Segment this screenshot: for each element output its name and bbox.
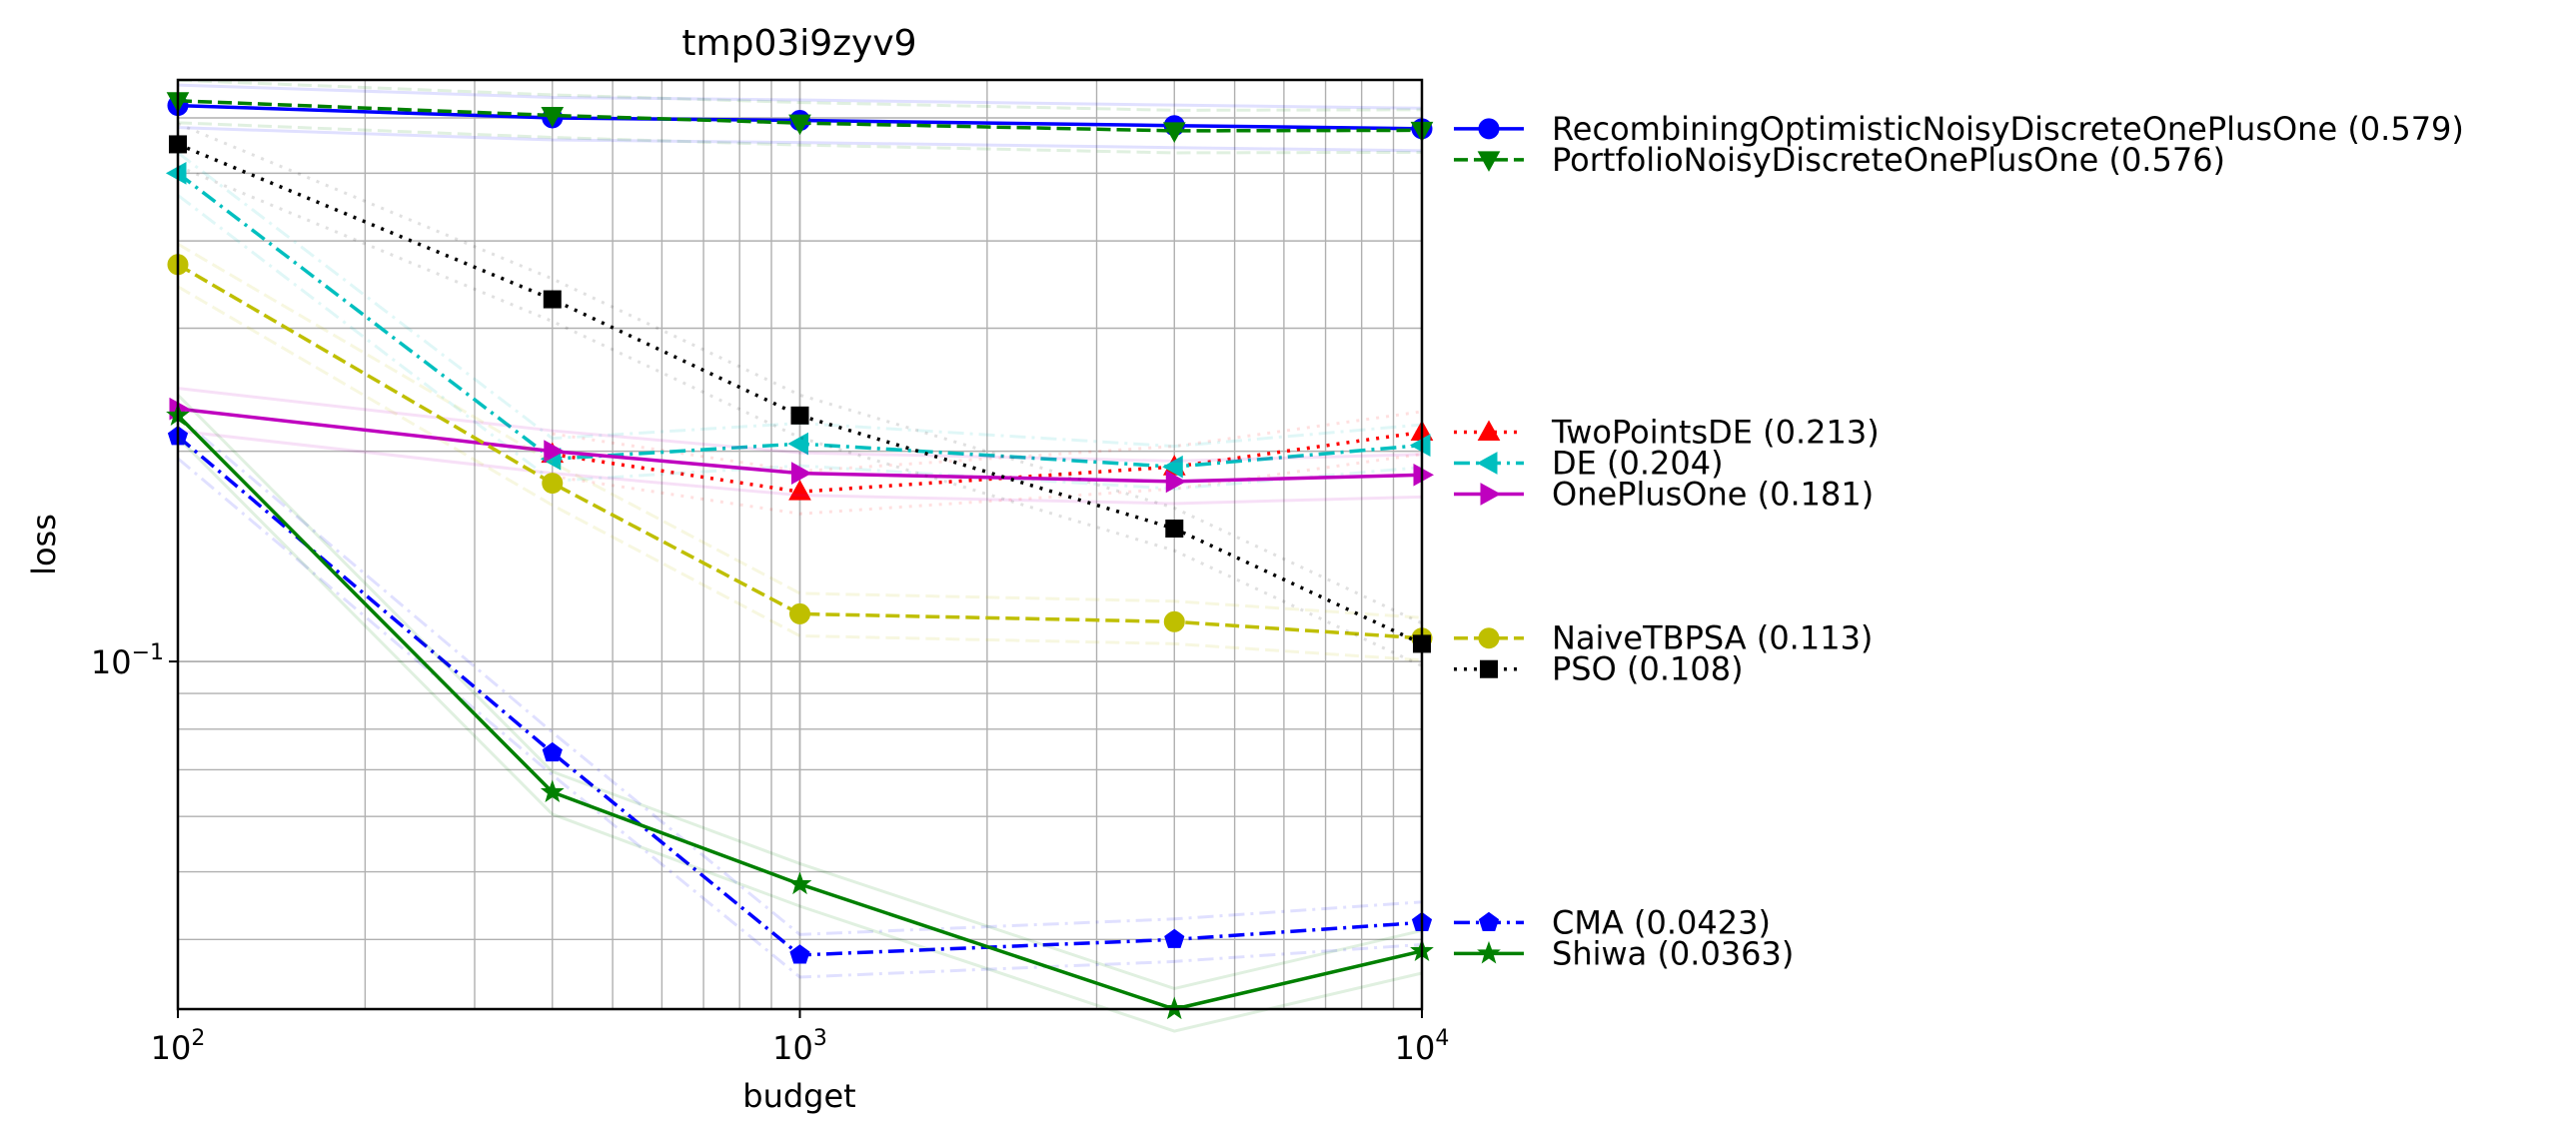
legend-label: Shiwa (0.0363) bbox=[1552, 934, 1794, 972]
series-band-line bbox=[177, 415, 1423, 936]
grid bbox=[177, 80, 1423, 1009]
x-tick-exponent: 2 bbox=[191, 1026, 205, 1051]
y-axis-label: loss bbox=[25, 514, 63, 575]
legend-label: NaiveTBPSA (0.113) bbox=[1552, 619, 1873, 657]
data-point bbox=[789, 602, 810, 624]
data-point bbox=[1413, 463, 1435, 487]
legend-label: PortfolioNoisyDiscreteOnePlusOne (0.576) bbox=[1552, 141, 2225, 179]
legend-marker bbox=[1477, 940, 1501, 964]
data-point bbox=[540, 779, 565, 803]
legend-marker bbox=[1478, 627, 1500, 649]
x-tick-exponent: 3 bbox=[813, 1026, 827, 1051]
legend-marker bbox=[1480, 659, 1498, 678]
data-point bbox=[1163, 610, 1185, 632]
series-group bbox=[167, 415, 1433, 979]
series-band-line bbox=[177, 457, 1423, 979]
series-band-line bbox=[177, 83, 1423, 110]
x-tick-label: 103 bbox=[772, 1026, 827, 1067]
legend: RecombiningOptimisticNoisyDiscreteOnePlu… bbox=[1454, 110, 2464, 972]
data-point bbox=[543, 290, 562, 309]
data-point bbox=[790, 406, 809, 425]
series-band-line bbox=[176, 394, 1423, 991]
data-point bbox=[788, 114, 811, 136]
data-point bbox=[1165, 470, 1187, 494]
legend-marker bbox=[1478, 118, 1500, 140]
y-tick-label: 10−1 bbox=[91, 640, 164, 681]
legend-item: PSO (0.108) bbox=[1454, 650, 1744, 688]
series-group bbox=[169, 122, 1431, 667]
legend-marker bbox=[1480, 483, 1502, 506]
legend-marker bbox=[1476, 452, 1498, 475]
data-point bbox=[542, 741, 563, 762]
data-point bbox=[542, 473, 564, 495]
legend-item: CMA (0.0423) bbox=[1454, 903, 1771, 941]
x-axis-label: budget bbox=[742, 1077, 855, 1115]
legend-label: RecombiningOptimisticNoisyDiscreteOnePlu… bbox=[1552, 110, 2464, 148]
data-point bbox=[1162, 122, 1186, 143]
x-tick-base: 10 bbox=[1395, 1029, 1436, 1067]
series-band-line bbox=[177, 285, 1423, 662]
legend-item: PortfolioNoisyDiscreteOnePlusOne (0.576) bbox=[1454, 141, 2225, 179]
x-tick-label: 104 bbox=[1395, 1026, 1450, 1067]
x-tick-exponent: 4 bbox=[1435, 1026, 1449, 1051]
legend-label: CMA (0.0423) bbox=[1552, 903, 1771, 941]
legend-item: RecombiningOptimisticNoisyDiscreteOnePlu… bbox=[1454, 110, 2464, 148]
series-line bbox=[177, 142, 1423, 645]
series-band-line bbox=[177, 194, 1423, 491]
series-band-line bbox=[552, 410, 1423, 474]
series-band-line bbox=[177, 387, 1423, 463]
legend-marker bbox=[1477, 151, 1501, 172]
data-point bbox=[1409, 434, 1431, 457]
legend-label: PSO (0.108) bbox=[1552, 650, 1744, 688]
data-point bbox=[541, 106, 565, 128]
legend-label: DE (0.204) bbox=[1552, 444, 1724, 482]
series-lines bbox=[165, 78, 1435, 1033]
data-point bbox=[788, 480, 811, 501]
series-band-line bbox=[177, 126, 1423, 153]
data-point bbox=[789, 944, 810, 964]
series-line bbox=[552, 430, 1423, 494]
series-band-line bbox=[177, 78, 1423, 112]
y-tick-exponent: −1 bbox=[132, 640, 164, 665]
series-band-line bbox=[552, 453, 1423, 516]
chart-title: tmp03i9zyv9 bbox=[681, 23, 916, 64]
x-tick-label: 102 bbox=[151, 1026, 206, 1067]
series-band-line bbox=[177, 429, 1423, 506]
series-band-line bbox=[177, 165, 1423, 667]
data-point bbox=[165, 162, 187, 185]
data-point bbox=[544, 440, 565, 463]
series-band-line bbox=[177, 122, 1423, 625]
data-point bbox=[787, 871, 812, 895]
data-point bbox=[791, 462, 812, 485]
legend-marker bbox=[1477, 420, 1501, 441]
legend-label: TwoPointsDE (0.213) bbox=[1551, 413, 1880, 451]
y-tick-base: 10 bbox=[91, 643, 132, 681]
legend-item: OnePlusOne (0.181) bbox=[1454, 475, 1874, 513]
series-band-line bbox=[177, 242, 1423, 619]
data-point bbox=[1164, 928, 1185, 948]
legend-item: TwoPointsDE (0.213) bbox=[1454, 413, 1880, 451]
data-point bbox=[1162, 455, 1183, 479]
series-band-line bbox=[177, 121, 1423, 155]
x-tick-base: 10 bbox=[772, 1029, 813, 1067]
series-line bbox=[177, 263, 1423, 640]
series-band-line bbox=[176, 436, 1423, 1033]
series-group bbox=[169, 387, 1435, 506]
data-point bbox=[787, 432, 808, 456]
legend-item: NaiveTBPSA (0.113) bbox=[1454, 619, 1873, 657]
legend-item: DE (0.204) bbox=[1454, 444, 1724, 482]
legend-label: OnePlusOne (0.181) bbox=[1552, 475, 1874, 513]
x-tick-base: 10 bbox=[151, 1029, 192, 1067]
legend-marker bbox=[1478, 911, 1500, 931]
data-point bbox=[1165, 520, 1184, 539]
legend-item: Shiwa (0.0363) bbox=[1454, 934, 1794, 972]
